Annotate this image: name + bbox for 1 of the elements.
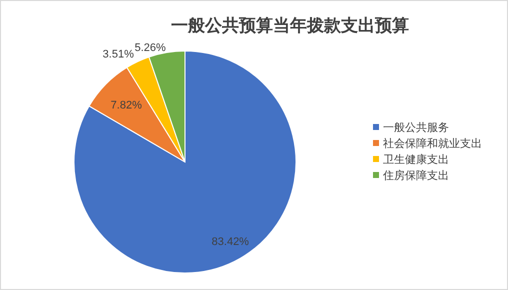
title: 一般公共预算当年拨款支出预算 <box>171 16 409 35</box>
